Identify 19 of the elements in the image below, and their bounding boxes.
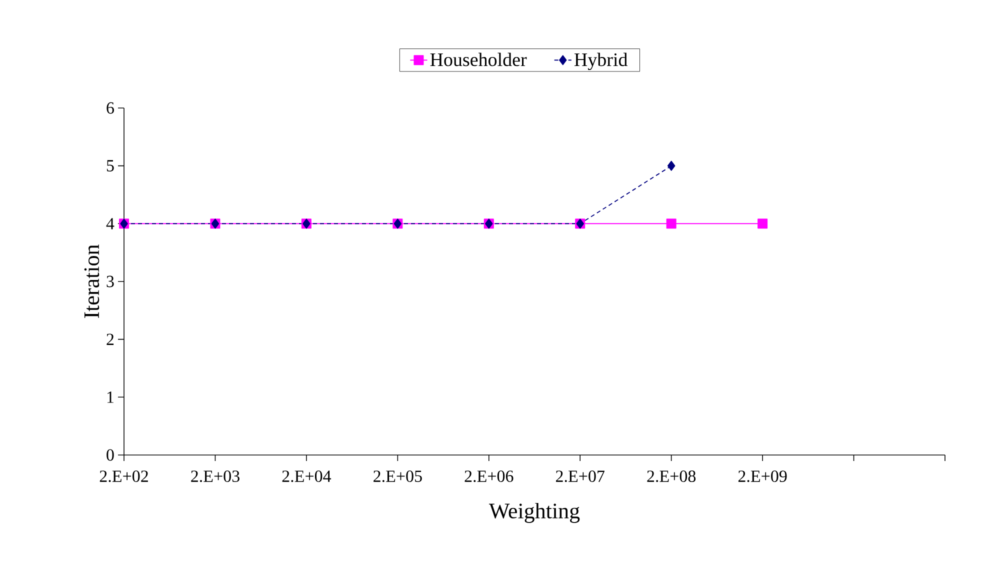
x-tick-label: 2.E+03 [191, 470, 240, 482]
legend-label: Householder [430, 52, 527, 66]
x-tick-label: 2.E+04 [282, 470, 332, 482]
x-axis-title: Weighting [488, 502, 580, 523]
x-tick-label: 2.E+09 [738, 470, 787, 482]
y-tick-label: 5 [106, 160, 114, 172]
x-tick-label: 2.E+06 [464, 470, 514, 482]
y-tick-label: 2 [106, 334, 114, 345]
y-axis-title: Iteration [84, 244, 100, 318]
x-tick-label: 2.E+05 [374, 470, 422, 482]
y-tick-label: 0 [106, 449, 114, 461]
x-tick-label: 2.E+07 [556, 470, 604, 482]
y-tick-label: 3 [106, 276, 114, 288]
legend-label: Hybrid [574, 52, 628, 70]
x-tick-label: 2.E+08 [647, 470, 696, 482]
y-tick-label: 4 [106, 218, 114, 230]
y-tick-label: 1 [107, 392, 114, 403]
y-tick-label: 6 [106, 102, 114, 114]
x-tick-label: 2.E+02 [100, 470, 148, 482]
